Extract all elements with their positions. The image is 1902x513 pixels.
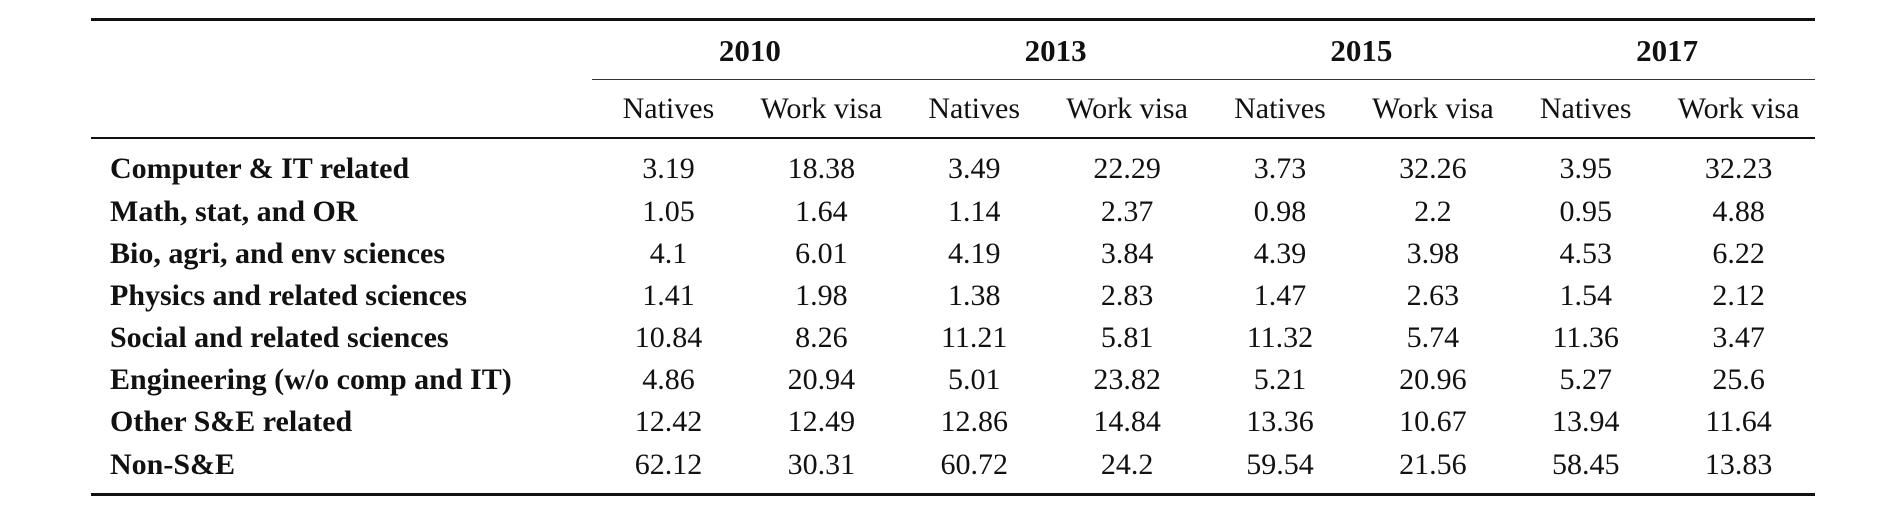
table-cell: 5.74: [1406, 321, 1460, 354]
table-cell: 18.38: [787, 152, 856, 185]
column-subheader: Natives: [592, 79, 745, 139]
table-cell: 1.14: [947, 195, 1001, 228]
table-row: Non-S&E 62.12 30.31 60.72 24.2 59.54 21.…: [91, 443, 1815, 496]
table-cell: 5.81: [1100, 321, 1154, 354]
table-cell: 32.23: [1704, 152, 1773, 185]
table-cell: 59.54: [1203, 443, 1357, 496]
column-subheader: Natives: [1203, 79, 1357, 139]
table-cell: 1.64: [795, 195, 848, 228]
year-header-row: 2010 2013 2015 2017: [91, 21, 1815, 80]
table-cell: 60.72: [897, 443, 1051, 496]
table-cell: 6.22: [1712, 237, 1765, 270]
table-cell: 4.19: [947, 237, 1001, 270]
table-cell: 4.39: [1253, 237, 1307, 270]
table-cell: 1.38: [947, 279, 1001, 312]
column-subheader: Work visa: [1662, 79, 1815, 139]
table-cell: 1.41: [642, 279, 695, 312]
table-cell: 2.63: [1406, 279, 1460, 312]
table-cell: 13.36: [1246, 405, 1314, 438]
table-cell: 11.64: [1705, 405, 1772, 438]
row-label: Physics and related sciences: [110, 279, 467, 312]
table-row: Math, stat, and OR 1.05 1.64 1.14 2.37 0…: [91, 191, 1815, 233]
year-header: 2013: [897, 21, 1204, 80]
table-cell: 30.31: [744, 443, 898, 496]
table-cell: 10.84: [634, 321, 703, 354]
data-table: 2010 2013 2015 2017 Natives Work visa Na…: [91, 18, 1815, 496]
table-cell: 22.29: [1093, 152, 1161, 185]
table-cell: 5.01: [947, 363, 1001, 396]
table-cell: 6.01: [795, 237, 848, 270]
table-cell: 3.49: [947, 152, 1001, 185]
year-header: 2010: [592, 21, 898, 80]
table-cell: 20.94: [787, 363, 856, 396]
subheader-row: Natives Work visa Natives Work visa Nati…: [91, 79, 1815, 139]
top-rule: [91, 18, 1815, 22]
table-cell: 23.82: [1093, 363, 1161, 396]
table-cell: 1.47: [1253, 279, 1307, 312]
table-cell: 4.53: [1559, 237, 1612, 270]
row-label: Other S&E related: [110, 405, 353, 438]
table-cell: 5.21: [1253, 363, 1307, 396]
table-cell: 3.19: [642, 152, 695, 185]
table-cell: 21.56: [1356, 443, 1510, 496]
table-cell: 3.95: [1559, 152, 1612, 185]
year-header: 2017: [1509, 21, 1815, 80]
table-cell: 8.26: [795, 321, 848, 354]
table-cell: 14.84: [1093, 405, 1161, 438]
table-cell: 2.37: [1100, 195, 1154, 228]
table-cell: 20.96: [1399, 363, 1467, 396]
table-cell: 0.95: [1559, 195, 1612, 228]
table-cell: 11.32: [1246, 321, 1314, 354]
row-label: Social and related sciences: [110, 321, 449, 354]
table-cell: 3.73: [1253, 152, 1307, 185]
table-cell: 11.21: [940, 321, 1008, 354]
table-cell: 0.98: [1253, 195, 1307, 228]
column-subheader: Work visa: [1050, 79, 1204, 139]
table-cell: 32.26: [1399, 152, 1467, 185]
table-cell: 1.05: [642, 195, 695, 228]
table-cell: 3.98: [1406, 237, 1460, 270]
table-cell: 3.47: [1712, 321, 1765, 354]
row-label: Engineering (w/o comp and IT): [110, 363, 512, 396]
column-subheader: Natives: [897, 79, 1051, 139]
table-cell: 4.1: [649, 237, 688, 270]
subheader-blank: [91, 79, 592, 139]
table-cell: 12.49: [787, 405, 856, 438]
table-cell: 2.83: [1100, 279, 1154, 312]
table-cell: 4.88: [1712, 195, 1765, 228]
table-cell: 11.36: [1552, 321, 1619, 354]
table-row: Engineering (w/o comp and IT) 4.86 20.94…: [91, 359, 1815, 401]
row-label: Computer & IT related: [110, 152, 410, 185]
table-cell: 2.12: [1712, 279, 1765, 312]
table-cell: 5.27: [1559, 363, 1612, 396]
table-cell: 13.83: [1662, 443, 1815, 496]
table-cell: 12.86: [940, 405, 1008, 438]
table-cell: 1.54: [1559, 279, 1612, 312]
table-cell: 13.94: [1551, 405, 1620, 438]
table-cell: 12.42: [634, 405, 703, 438]
column-subheader: Work visa: [744, 79, 898, 139]
table-row: Computer & IT related 3.19 18.38 3.49 22…: [91, 138, 1815, 191]
table-cell: 3.84: [1100, 237, 1154, 270]
data-table-container: 2010 2013 2015 2017 Natives Work visa Na…: [91, 18, 1815, 496]
table-row: Physics and related sciences 1.41 1.98 1…: [91, 275, 1815, 317]
table-cell: 24.2: [1050, 443, 1204, 496]
row-label: Non-S&E: [91, 443, 592, 496]
table-cell: 2.2: [1414, 195, 1452, 228]
table-row: Bio, agri, and env sciences 4.1 6.01 4.1…: [91, 233, 1815, 275]
table-cell: 62.12: [592, 443, 745, 496]
table-cell: 10.67: [1399, 405, 1467, 438]
table-cell: 4.86: [642, 363, 695, 396]
table-cell: 1.98: [795, 279, 848, 312]
year-header: 2015: [1203, 21, 1510, 80]
table-row: Other S&E related 12.42 12.49 12.86 14.8…: [91, 401, 1815, 443]
row-label: Math, stat, and OR: [110, 195, 358, 228]
header-blank: [91, 21, 592, 80]
table-cell: 58.45: [1509, 443, 1663, 496]
row-label: Bio, agri, and env sciences: [110, 237, 445, 270]
column-subheader: Work visa: [1356, 79, 1510, 139]
table-cell: 25.6: [1712, 363, 1765, 396]
column-subheader: Natives: [1509, 79, 1663, 139]
table-row: Social and related sciences 10.84 8.26 1…: [91, 317, 1815, 359]
